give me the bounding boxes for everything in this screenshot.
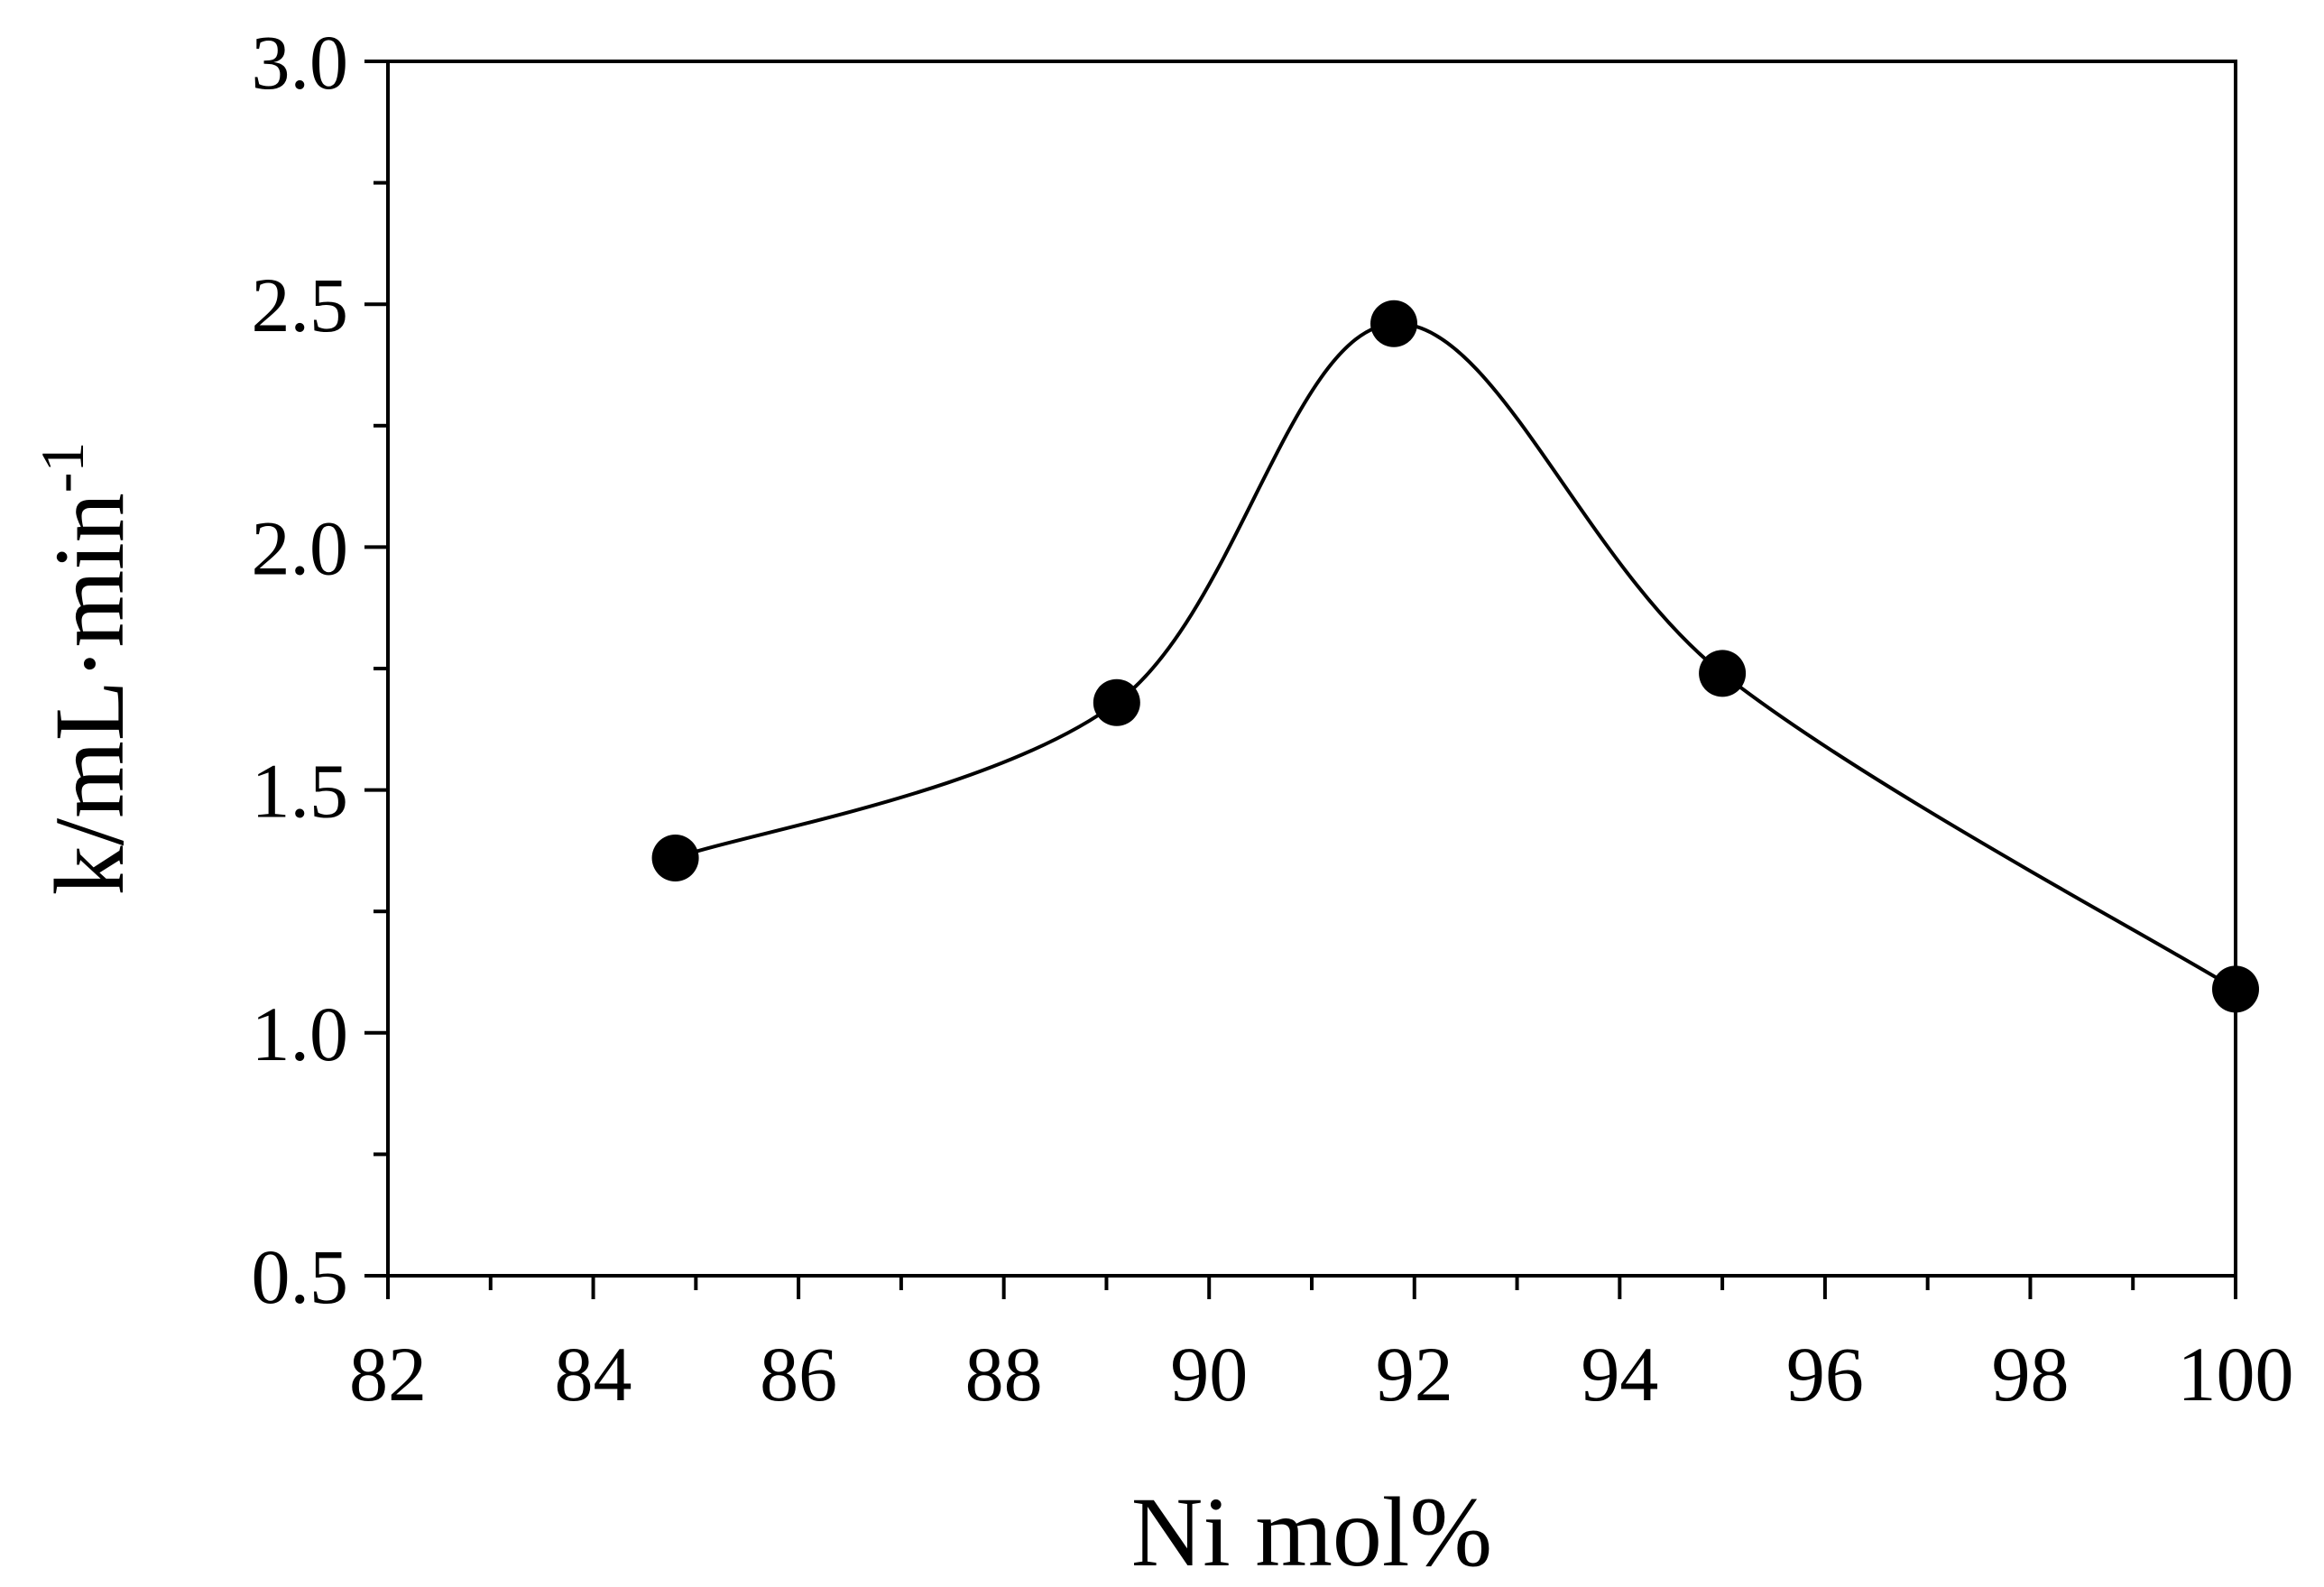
- x-tick-label: 84: [555, 1331, 632, 1417]
- x-tick-label: 96: [1786, 1331, 1864, 1417]
- series-points: [651, 300, 2259, 1013]
- x-tick-label: 86: [760, 1331, 837, 1417]
- x-tick-label: 90: [1170, 1331, 1248, 1417]
- data-point: [1370, 300, 1418, 347]
- x-tick-label: 92: [1376, 1331, 1453, 1417]
- y-axis-title-main: k/mL·min: [34, 493, 144, 895]
- data-point: [1093, 678, 1140, 726]
- y-tick-label: 3.0: [252, 19, 349, 106]
- plot-frame: [386, 60, 2237, 1278]
- y-tick-label: 1.0: [252, 991, 349, 1077]
- x-tick-label: 100: [2178, 1331, 2294, 1417]
- data-point: [1699, 650, 1747, 697]
- series-line: [674, 321, 2237, 992]
- y-tick-label: 0.5: [252, 1233, 349, 1320]
- x-axis-title: Ni mol%: [1131, 1477, 1492, 1582]
- x-tick-label: 88: [965, 1331, 1043, 1417]
- x-tick-label: 94: [1581, 1331, 1658, 1417]
- y-tick-label: 2.0: [252, 504, 349, 591]
- y-axis-tick-labels: 0.5 1.0 1.5 2.0 2.5 3.0: [252, 19, 349, 1320]
- x-tick-label: 98: [1991, 1331, 2069, 1417]
- x-axis-ticks: [386, 1276, 2237, 1299]
- data-point: [2212, 965, 2259, 1013]
- data-point: [651, 834, 699, 881]
- y-axis-title-superscript: -1: [28, 442, 97, 494]
- y-tick-label: 2.5: [252, 262, 349, 348]
- x-axis-tick-labels: 82 84 86 88 90 92 94 96 98 100: [349, 1331, 2294, 1417]
- y-axis-title: k/mL·min-1: [28, 442, 144, 896]
- x-tick-label: 82: [349, 1331, 427, 1417]
- y-tick-label: 1.5: [252, 748, 349, 835]
- y-axis-ticks: [364, 60, 388, 1278]
